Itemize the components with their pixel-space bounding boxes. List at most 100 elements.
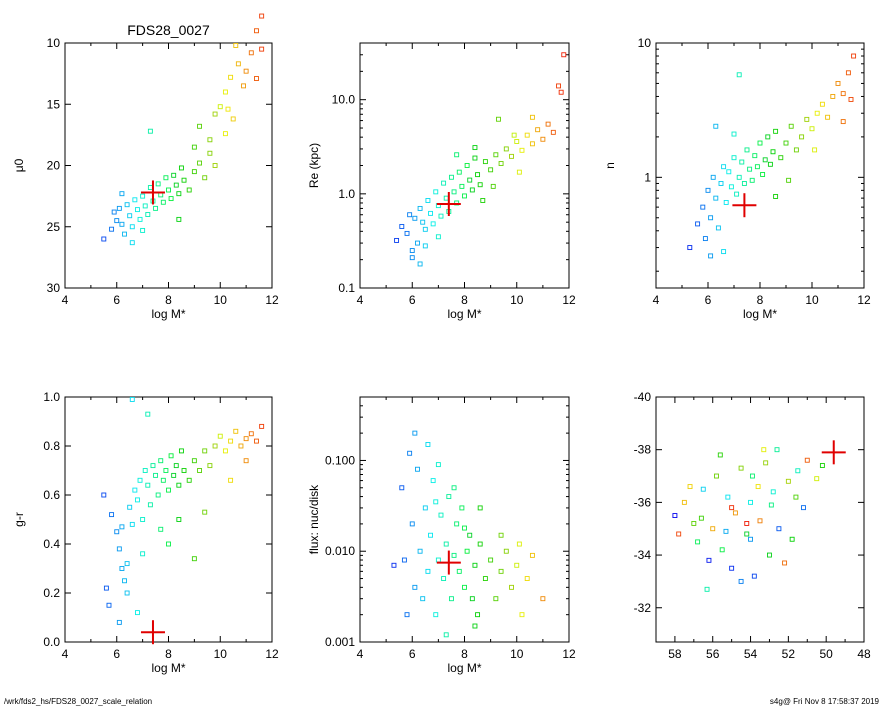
data-point: [744, 147, 750, 153]
data-point: [464, 548, 470, 554]
data-point: [425, 442, 431, 447]
data-point: [830, 94, 836, 99]
data-point: [233, 428, 239, 434]
y-tick-label: 1.0: [338, 187, 355, 201]
data-point: [687, 484, 693, 490]
data-point: [420, 219, 426, 225]
data-point: [754, 164, 760, 170]
x-tick-label: 6: [113, 647, 120, 661]
data-point: [207, 150, 213, 156]
data-point: [160, 199, 166, 205]
data-point: [145, 212, 151, 217]
data-point: [441, 576, 447, 582]
data-point: [744, 521, 750, 526]
data-point: [514, 139, 520, 144]
y-tick-label: 15: [47, 97, 61, 111]
data-point: [202, 175, 208, 181]
x-tick-label: 8: [165, 293, 172, 307]
x-tick-label: 10: [214, 293, 228, 307]
data-point: [391, 562, 397, 568]
data-point: [140, 517, 146, 522]
y-axis-label: μ0: [12, 158, 26, 172]
data-point: [394, 237, 400, 243]
data-point: [763, 460, 769, 466]
data-point: [417, 261, 423, 267]
x-tick-label: 6: [705, 293, 712, 307]
data-point: [736, 174, 742, 180]
data-point: [248, 431, 254, 437]
data-point: [714, 473, 719, 479]
data-point: [428, 210, 433, 216]
data-point: [415, 240, 420, 246]
data-point: [417, 205, 423, 211]
data-point: [430, 221, 436, 227]
data-point: [248, 50, 254, 56]
data-point: [672, 513, 678, 518]
x-tick-label: 52: [782, 647, 796, 661]
data-point: [752, 153, 758, 159]
data-point: [454, 521, 460, 527]
x-axis-label: log M*: [743, 307, 777, 321]
data-point: [197, 160, 203, 166]
data-point: [202, 509, 208, 515]
data-point: [774, 447, 780, 453]
data-point: [788, 123, 794, 129]
data-point: [404, 612, 410, 618]
data-point: [225, 106, 231, 112]
x-tick-label: 48: [857, 647, 871, 661]
data-point: [755, 484, 761, 490]
data-point: [173, 463, 179, 469]
data-point: [186, 477, 192, 483]
data-point: [456, 169, 462, 175]
panel-re: 4 6 8 10 12 0.1 1.0 10.0 log M* Re (kpc): [307, 42, 576, 321]
data-point: [793, 147, 799, 153]
y-tick-label: 25: [47, 220, 61, 234]
footer-stamp: s4g@ Fri Nov 8 17:58:37 2019: [769, 697, 879, 706]
x-axis-label: log M*: [151, 307, 185, 321]
data-point: [134, 207, 140, 213]
data-point: [710, 174, 716, 180]
data-point: [840, 91, 846, 97]
data-point: [417, 548, 423, 554]
data-point: [713, 195, 719, 201]
data-point: [259, 46, 265, 52]
data-point: [158, 526, 164, 532]
x-tick-label: 8: [461, 293, 468, 307]
data-point: [741, 181, 747, 186]
data-point: [687, 245, 693, 251]
data-point: [116, 205, 122, 211]
data-point: [228, 438, 234, 444]
data-point: [129, 397, 135, 402]
data-point: [422, 226, 428, 232]
y-tick-label: 20: [47, 159, 61, 173]
data-point: [723, 200, 729, 205]
data-point: [783, 140, 789, 146]
data-point: [477, 505, 483, 511]
data-point: [124, 590, 130, 596]
data-point: [760, 172, 766, 177]
panel-absmag: 58 56 54 52 50 48 -32 -34 -36 -38 -40: [634, 390, 871, 661]
data-points: [687, 53, 857, 259]
data-point: [132, 197, 138, 203]
data-point: [132, 487, 138, 493]
data-point: [155, 181, 161, 187]
data-point: [728, 184, 734, 190]
data-point: [243, 68, 249, 74]
data-point: [804, 116, 810, 122]
data-point: [795, 468, 801, 474]
data-point: [469, 187, 475, 193]
y-tick-label: 0.4: [43, 537, 60, 551]
data-point: [166, 487, 171, 493]
data-point: [181, 177, 187, 183]
panel-n: 4 6 8 10 12 1 10 log M* n: [603, 36, 871, 321]
x-tick-label: 50: [820, 647, 834, 661]
y-axis-label: Re (kpc): [307, 143, 321, 188]
data-point: [178, 448, 184, 454]
data-point: [472, 145, 478, 151]
data-point: [428, 532, 433, 538]
data-point: [228, 477, 234, 483]
data-point: [119, 524, 125, 530]
data-point: [422, 243, 428, 249]
footer-path: /wrk/fds2_hs/FDS28_0027_scale_relation: [4, 697, 153, 706]
